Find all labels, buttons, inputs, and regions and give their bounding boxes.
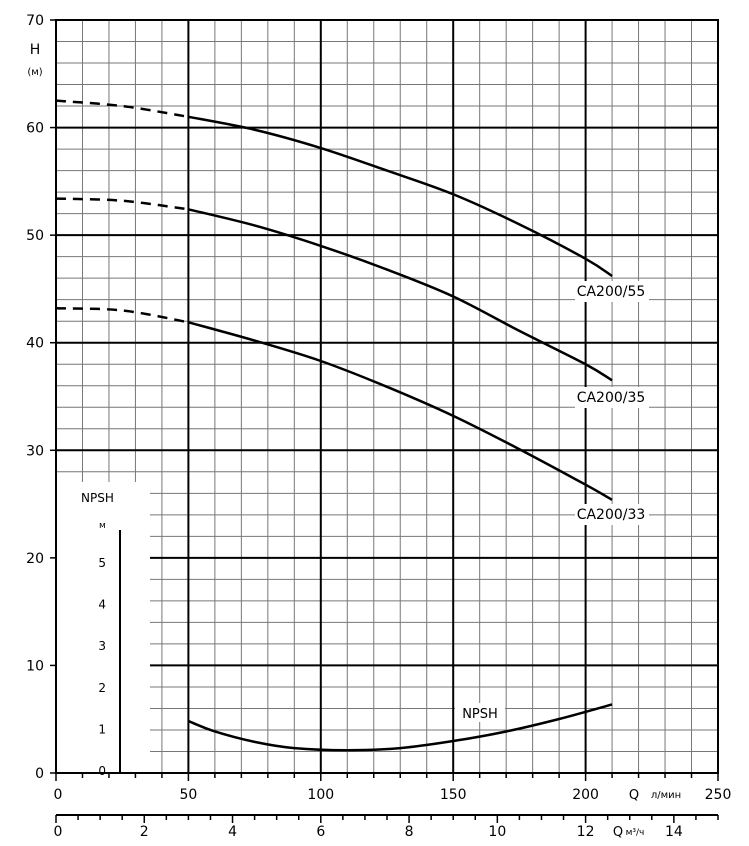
x-axis-flow-m3h: 0 2 4 6 8 10 12 14 Q м³/ч (54, 814, 719, 842)
x-axis-label: Q (629, 788, 639, 803)
x2-tick-label: 2 (140, 824, 149, 840)
curve-ca200-33 (188, 321, 613, 501)
x2-tick-label: 12 (577, 824, 595, 840)
y-axis-label: H (30, 42, 41, 58)
curve-dashed-ca200-33 (55, 307, 189, 324)
npsh-unit: м (99, 521, 106, 531)
npsh-curve-label: NPSH (462, 707, 498, 722)
curve-npsh (187, 703, 613, 752)
x-tick-label: 0 (54, 787, 63, 803)
x-axis-unit: л/мин (651, 790, 681, 801)
npsh-axis-label: NPSH (81, 491, 114, 505)
npsh-curve-label-bg (455, 703, 505, 722)
npsh-tick-label: 4 (98, 598, 106, 612)
x-tick-label: 100 (307, 787, 334, 803)
curve-label-bg (575, 281, 649, 302)
npsh-tick-label: 0 (98, 764, 106, 778)
x2-tick-label: 0 (54, 824, 63, 840)
y-tick-label: 0 (35, 766, 44, 782)
y-tick-label: 10 (26, 658, 44, 674)
x2-tick-label: 8 (405, 824, 414, 840)
y-tick-label: 70 (26, 13, 44, 29)
curve-ca200-35 (188, 208, 613, 382)
npsh-tick-label: 1 (98, 722, 106, 736)
npsh-panel (56, 482, 150, 773)
x-tick-label: 250 (705, 787, 732, 803)
curve-ca200-55 (188, 115, 613, 278)
pump-curves (55, 99, 613, 752)
curve-label: CA200/55 (577, 284, 646, 300)
y-tick-label: 20 (26, 551, 44, 567)
npsh-tick-label: 2 (98, 681, 106, 695)
plot-frame (55, 19, 719, 774)
x-axis-flow-lpm: 0 50 100 150 200 250 Q л/мин (54, 773, 732, 803)
npsh-tick-labels: 0 1 2 3 4 5 (98, 556, 106, 778)
y-tick-label: 30 (26, 443, 44, 459)
y-axis-unit: (м) (27, 67, 42, 78)
x2-axis-label-bg (611, 822, 649, 842)
curve-label: CA200/33 (577, 507, 646, 523)
curve-dashed-ca200-55 (55, 99, 189, 119)
x2-tick-label: 10 (488, 824, 506, 840)
x2-tick-label: 6 (316, 824, 325, 840)
x-tick-label: 50 (179, 787, 197, 803)
y-tick-label: 50 (26, 228, 44, 244)
y-tick-label: 60 (26, 121, 44, 137)
x-tick-label: 150 (440, 787, 467, 803)
x-axis-label-bg (626, 783, 694, 803)
curve-label-bg (575, 387, 649, 408)
x2-axis-label: Q (613, 825, 623, 840)
curve-labels: CA200/55 CA200/35 CA200/33 NPSH (455, 281, 649, 722)
x2-tick-label: 4 (228, 824, 237, 840)
curve-dashed-ca200-35 (55, 197, 189, 211)
x2-tick-label: 14 (665, 824, 683, 840)
curve-label: CA200/35 (577, 390, 646, 406)
x2-axis-unit: м³/ч (626, 828, 645, 838)
npsh-tick-label: 3 (98, 639, 106, 653)
y-tick-labels: 0 10 20 30 40 50 60 70 (26, 13, 56, 782)
npsh-tick-label: 5 (98, 556, 106, 570)
x-tick-label: 200 (572, 787, 599, 803)
y-tick-label: 40 (26, 336, 44, 352)
curve-label-bg (575, 504, 649, 525)
